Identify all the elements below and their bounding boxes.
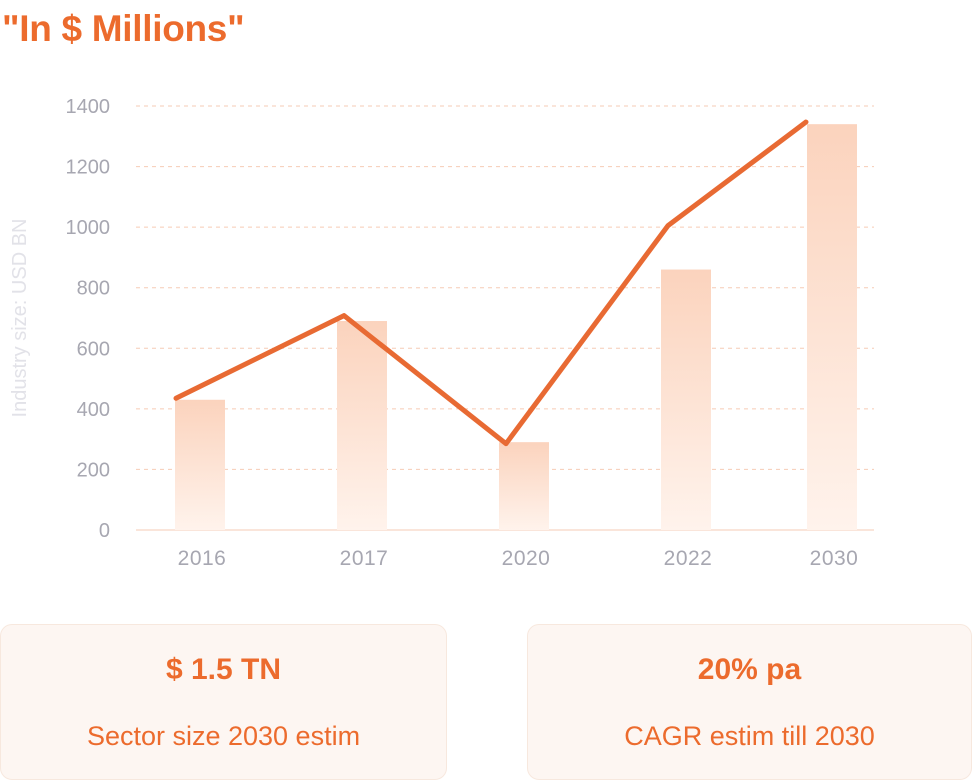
y-tick-label: 1200 <box>66 157 111 179</box>
x-tick-label: 2030 <box>810 547 859 570</box>
x-tick-label: 2017 <box>340 547 389 570</box>
x-axis-ticks: 2016 2017 2020 2022 2030 <box>178 547 859 570</box>
y-tick-label: 800 <box>77 278 110 300</box>
bar <box>175 399 225 530</box>
stat-value: 20% pa <box>697 653 802 686</box>
y-tick-label: 0 <box>99 520 110 542</box>
bar-series <box>175 124 857 531</box>
stat-card-sector-size: $ 1.5 TN Sector size 2030 estim <box>0 624 447 780</box>
stat-card-cagr: 20% pa CAGR estim till 2030 <box>527 624 972 780</box>
line-point <box>667 225 669 227</box>
bar <box>807 124 857 531</box>
line-point <box>505 443 507 445</box>
x-tick-label: 2020 <box>502 547 551 570</box>
stat-value: $ 1.5 TN <box>165 653 282 686</box>
line-point <box>805 121 807 123</box>
y-tick-label: 600 <box>77 338 110 360</box>
y-axis-title: Industry size: USD BN <box>9 219 31 418</box>
line-point <box>343 315 345 317</box>
y-axis-ticks: 0 200 400 600 800 1000 1200 1400 <box>66 96 111 542</box>
y-tick-label: 400 <box>77 399 110 421</box>
bar <box>337 321 387 530</box>
page-title: "In $ Millions" <box>2 8 245 49</box>
chart: 0 200 400 600 800 1000 1200 1400 Industry size:… <box>9 96 874 570</box>
bar <box>499 442 549 530</box>
line-series <box>173 119 809 447</box>
line-path <box>173 119 809 447</box>
x-tick-label: 2016 <box>178 547 227 570</box>
y-tick-label: 200 <box>77 459 110 481</box>
stat-label: CAGR estim till 2030 <box>624 721 875 751</box>
y-tick-label: 1000 <box>66 217 111 239</box>
x-tick-label: 2022 <box>664 547 713 570</box>
y-tick-label: 1400 <box>66 96 111 118</box>
line-point <box>175 397 177 399</box>
stat-label: Sector size 2030 estim <box>86 721 361 751</box>
bar <box>661 269 711 530</box>
